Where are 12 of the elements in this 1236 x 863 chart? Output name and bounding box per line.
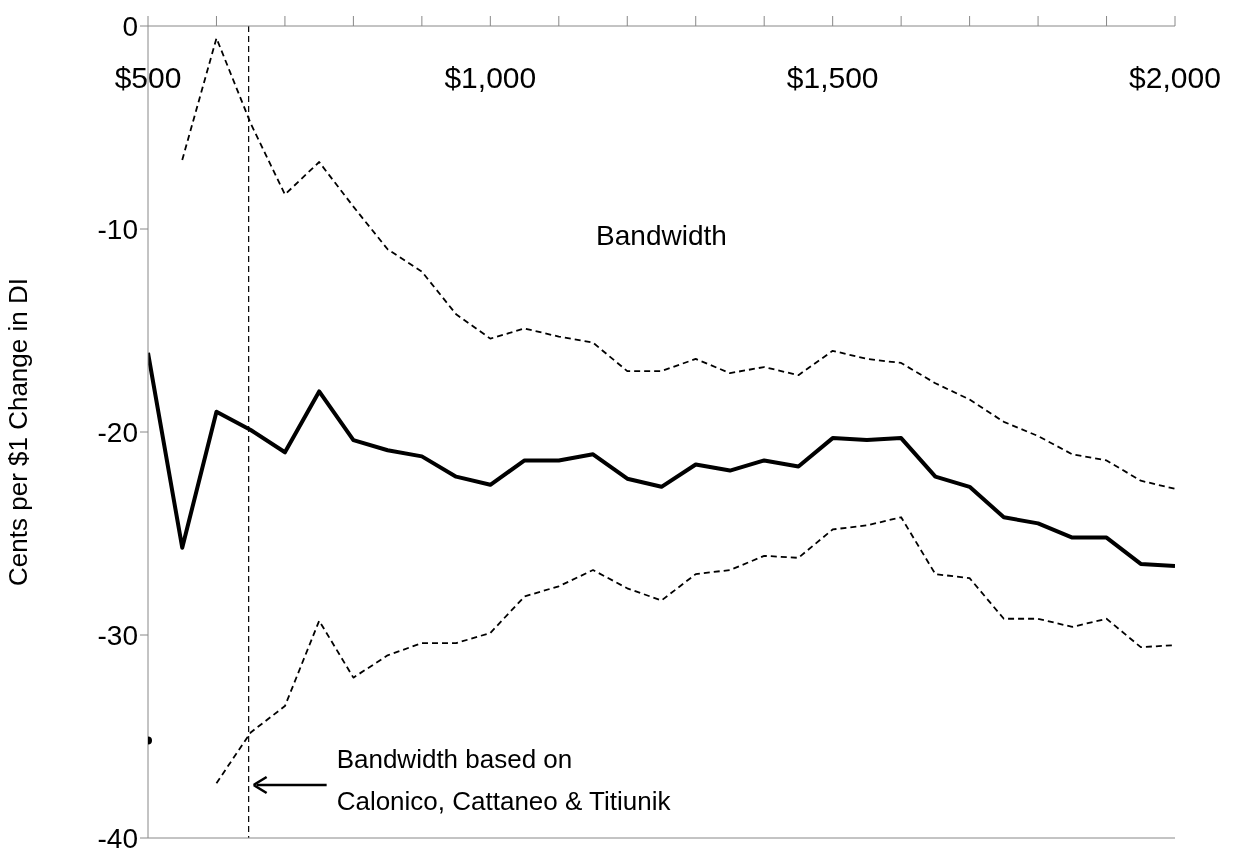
y-tick-label: -20 bbox=[97, 416, 138, 448]
y-axis-title: Cents per $1 Change in DI bbox=[3, 278, 34, 586]
y-tick-label: 0 bbox=[122, 10, 138, 42]
x-tick-label: $500 bbox=[114, 61, 182, 94]
x-tick-label: $1,000 bbox=[444, 61, 537, 94]
y-tick-label: -10 bbox=[97, 213, 138, 245]
ref-line-label: Bandwidth based on Calonico, Cattaneo & Titiunik bbox=[336, 744, 672, 816]
x-tick-label: $2,000 bbox=[1129, 61, 1221, 94]
x-axis-title: Bandwidth bbox=[596, 220, 727, 252]
y-tick-label: -30 bbox=[97, 619, 138, 651]
y-tick-label: -40 bbox=[97, 822, 138, 854]
x-tick-label: $1,500 bbox=[786, 61, 879, 94]
